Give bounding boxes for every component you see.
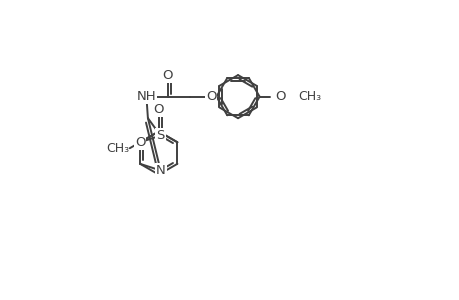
Text: S: S xyxy=(156,129,164,142)
Text: NH: NH xyxy=(136,90,156,103)
Text: O: O xyxy=(274,90,285,103)
Text: CH₃: CH₃ xyxy=(297,90,320,103)
Text: O: O xyxy=(162,69,173,82)
Text: N: N xyxy=(155,164,165,177)
Text: O: O xyxy=(134,136,145,149)
Text: CH₃: CH₃ xyxy=(106,142,129,155)
Text: O: O xyxy=(153,103,164,116)
Text: O: O xyxy=(205,90,216,103)
